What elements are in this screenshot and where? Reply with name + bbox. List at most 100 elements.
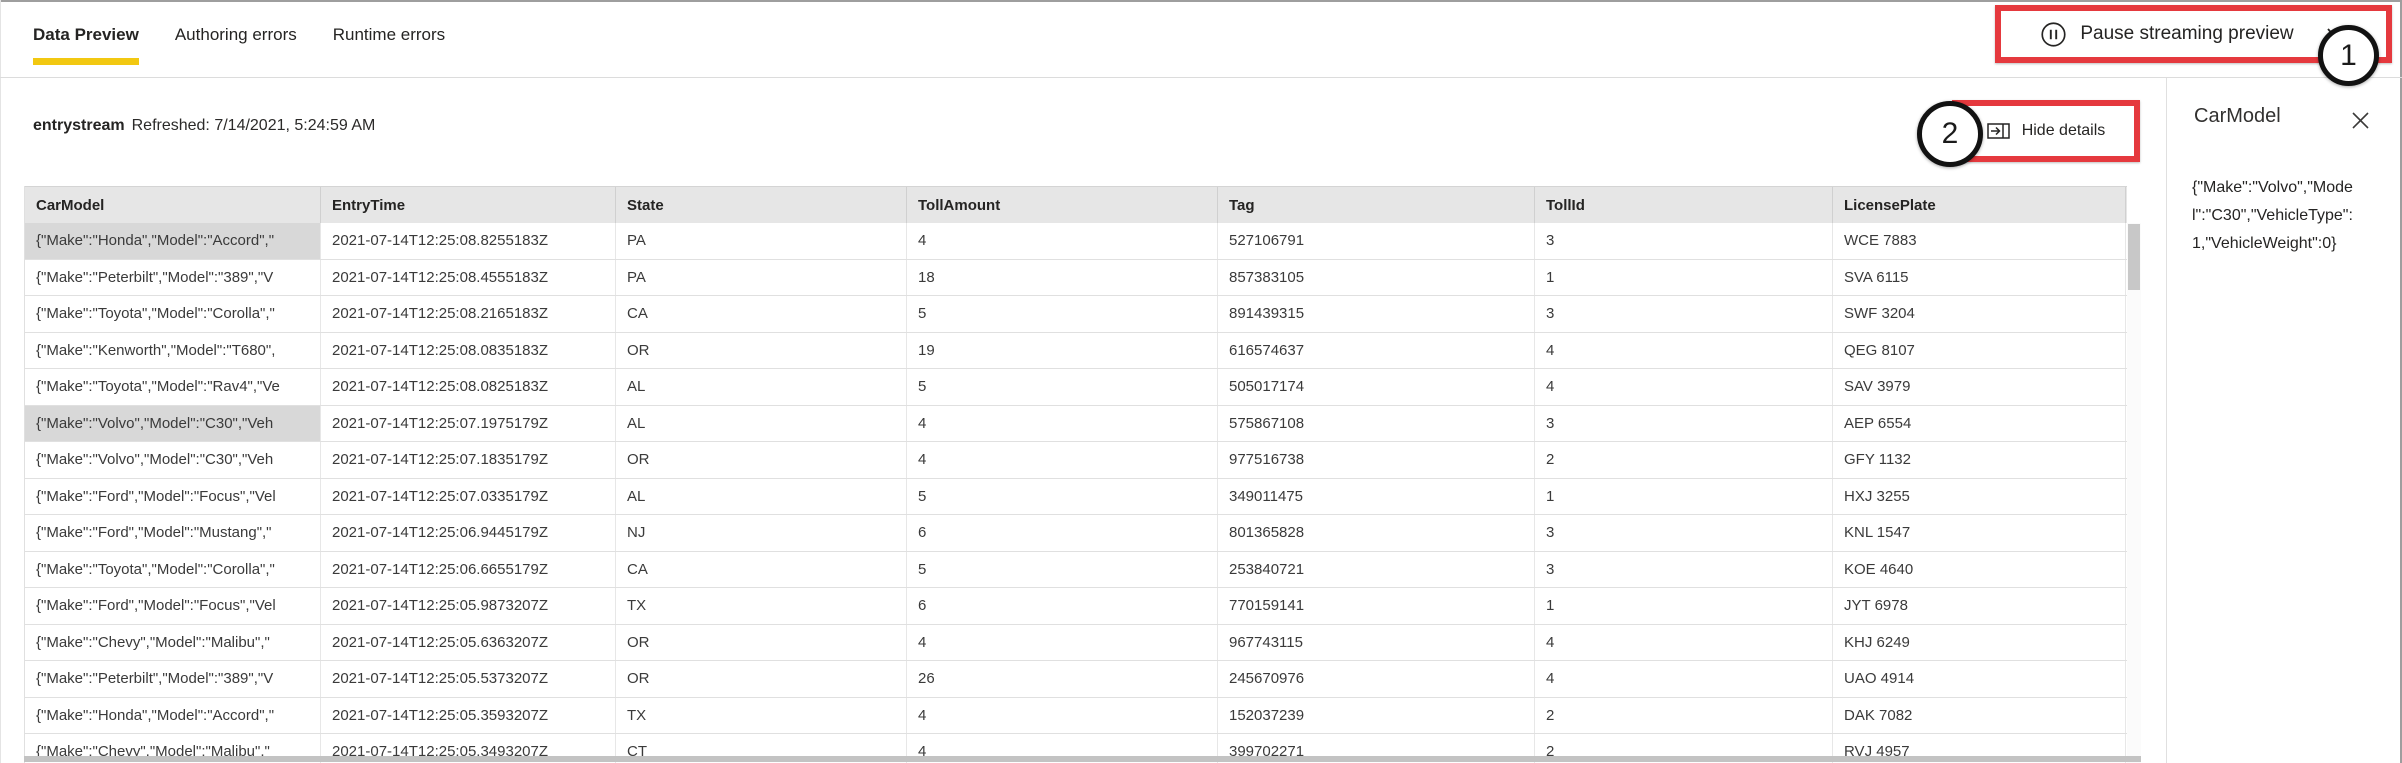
table-cell[interactable]: AEP 6554 [1833, 405, 2126, 441]
table-cell[interactable]: 616574637 [1218, 332, 1535, 368]
table-cell[interactable]: JYT 6978 [1833, 588, 2126, 624]
table-cell[interactable]: SAV 3979 [1833, 369, 2126, 405]
table-cell[interactable]: 1 [1535, 588, 1833, 624]
table-cell[interactable]: AL [616, 369, 907, 405]
table-cell[interactable]: {"Make":"Honda","Model":"Accord"," [25, 697, 321, 733]
table-cell[interactable]: KOE 4640 [1833, 551, 2126, 587]
table-cell[interactable]: 4 [907, 442, 1218, 478]
vertical-scrollbar-track[interactable] [2127, 223, 2141, 763]
table-cell[interactable]: 2 [1535, 734, 1833, 763]
table-row[interactable]: {"Make":"Peterbilt","Model":"389","V 2021… [25, 661, 2127, 698]
table-cell[interactable]: OR [616, 442, 907, 478]
table-cell[interactable]: 4 [907, 405, 1218, 441]
table-cell[interactable]: 4 [1535, 332, 1833, 368]
table-cell[interactable]: TX [616, 697, 907, 733]
table-row[interactable]: {"Make":"Volvo","Model":"C30","Veh 2021-0… [25, 442, 2127, 479]
table-row[interactable]: {"Make":"Ford","Model":"Focus","Vel 2021-… [25, 588, 2127, 625]
table-cell[interactable]: 4 [907, 624, 1218, 660]
table-cell[interactable]: KHJ 6249 [1833, 624, 2126, 660]
table-cell[interactable]: {"Make":"Honda","Model":"Accord"," [25, 223, 321, 259]
table-cell[interactable]: {"Make":"Toyota","Model":"Rav4","Ve [25, 369, 321, 405]
table-cell[interactable]: 5 [907, 369, 1218, 405]
table-cell[interactable]: 2021-07-14T12:25:05.9873207Z [321, 588, 616, 624]
table-cell[interactable]: 26 [907, 661, 1218, 697]
table-cell[interactable]: 4 [907, 734, 1218, 763]
table-cell[interactable]: {"Make":"Toyota","Model":"Corolla"," [25, 296, 321, 332]
table-cell[interactable]: 2021-07-14T12:25:08.0825183Z [321, 369, 616, 405]
table-cell[interactable]: 3 [1535, 223, 1833, 259]
table-cell[interactable]: PA [616, 259, 907, 295]
table-cell[interactable]: 2021-07-14T12:25:08.2165183Z [321, 296, 616, 332]
table-cell[interactable]: 4 [1535, 661, 1833, 697]
table-cell[interactable]: SVA 6115 [1833, 259, 2126, 295]
table-cell[interactable]: 1 [1535, 478, 1833, 514]
table-cell[interactable]: {"Make":"Peterbilt","Model":"389","V [25, 259, 321, 295]
table-row[interactable]: {"Make":"Chevy","Model":"Malibu"," 2021-0… [25, 624, 2127, 661]
table-cell[interactable]: 2021-07-14T12:25:05.6363207Z [321, 624, 616, 660]
table-cell[interactable]: 2021-07-14T12:25:06.6655179Z [321, 551, 616, 587]
table-cell[interactable]: 3 [1535, 296, 1833, 332]
table-cell[interactable]: 18 [907, 259, 1218, 295]
table-cell[interactable]: 4 [907, 697, 1218, 733]
table-cell[interactable]: 857383105 [1218, 259, 1535, 295]
table-cell[interactable]: 152037239 [1218, 697, 1535, 733]
table-row[interactable]: {"Make":"Honda","Model":"Accord"," 2021-0… [25, 223, 2127, 260]
column-header-tollid[interactable]: TollId [1535, 187, 1833, 223]
table-row[interactable]: {"Make":"Ford","Model":"Mustang"," 2021-0… [25, 515, 2127, 552]
table-row[interactable]: {"Make":"Ford","Model":"Focus","Vel 2021-… [25, 478, 2127, 515]
table-cell[interactable]: PA [616, 223, 907, 259]
column-header-state[interactable]: State [616, 187, 907, 223]
table-cell[interactable]: DAK 7082 [1833, 697, 2126, 733]
table-cell[interactable]: 770159141 [1218, 588, 1535, 624]
table-cell[interactable]: 245670976 [1218, 661, 1535, 697]
table-row[interactable]: {"Make":"Toyota","Model":"Corolla"," 2021… [25, 551, 2127, 588]
table-cell[interactable]: 2021-07-14T12:25:05.3593207Z [321, 697, 616, 733]
table-row[interactable]: {"Make":"Honda","Model":"Accord"," 2021-0… [25, 697, 2127, 734]
table-cell[interactable]: QEG 8107 [1833, 332, 2126, 368]
table-cell[interactable]: 977516738 [1218, 442, 1535, 478]
column-header-tollamount[interactable]: TollAmount [907, 187, 1218, 223]
table-cell[interactable]: {"Make":"Ford","Model":"Mustang"," [25, 515, 321, 551]
table-cell[interactable]: HXJ 3255 [1833, 478, 2126, 514]
table-cell[interactable]: AL [616, 478, 907, 514]
table-cell[interactable]: 2021-07-14T12:25:08.8255183Z [321, 223, 616, 259]
table-cell[interactable]: 2021-07-14T12:25:07.1835179Z [321, 442, 616, 478]
table-cell[interactable]: 3 [1535, 405, 1833, 441]
table-cell[interactable]: SWF 3204 [1833, 296, 2126, 332]
table-cell[interactable]: {"Make":"Chevy","Model":"Malibu"," [25, 624, 321, 660]
table-cell[interactable]: 2021-07-14T12:25:07.1975179Z [321, 405, 616, 441]
table-cell[interactable]: WCE 7883 [1833, 223, 2126, 259]
table-cell[interactable]: 4 [907, 223, 1218, 259]
table-cell[interactable]: GFY 1132 [1833, 442, 2126, 478]
table-cell[interactable]: 575867108 [1218, 405, 1535, 441]
table-cell[interactable]: 4 [1535, 369, 1833, 405]
table-cell[interactable]: 5 [907, 478, 1218, 514]
tab-runtime-errors[interactable]: Runtime errors [332, 25, 446, 44]
table-cell[interactable]: 967743115 [1218, 624, 1535, 660]
table-cell[interactable]: 801365828 [1218, 515, 1535, 551]
table-cell[interactable]: {"Make":"Toyota","Model":"Corolla"," [25, 551, 321, 587]
table-cell[interactable]: UAO 4914 [1833, 661, 2126, 697]
table-cell[interactable]: 3 [1535, 551, 1833, 587]
table-cell[interactable]: {"Make":"Ford","Model":"Focus","Vel [25, 588, 321, 624]
table-cell[interactable]: 2021-07-14T12:25:08.0835183Z [321, 332, 616, 368]
table-cell[interactable]: {"Make":"Volvo","Model":"C30","Veh [25, 442, 321, 478]
table-cell[interactable]: 527106791 [1218, 223, 1535, 259]
table-cell[interactable]: {"Make":"Ford","Model":"Focus","Vel [25, 478, 321, 514]
table-row[interactable]: {"Make":"Kenworth","Model":"T680", 2021-0… [25, 332, 2127, 369]
table-cell[interactable]: 2021-07-14T12:25:07.0335179Z [321, 478, 616, 514]
table-cell[interactable]: 5 [907, 551, 1218, 587]
column-header-tag[interactable]: Tag [1218, 187, 1535, 223]
table-cell[interactable]: 5 [907, 296, 1218, 332]
table-cell[interactable]: OR [616, 624, 907, 660]
table-cell[interactable]: 2021-07-14T12:25:05.5373207Z [321, 661, 616, 697]
table-cell[interactable]: OR [616, 332, 907, 368]
table-cell[interactable]: 1 [1535, 259, 1833, 295]
table-cell[interactable]: 2021-07-14T12:25:08.4555183Z [321, 259, 616, 295]
table-cell[interactable]: AL [616, 405, 907, 441]
table-cell[interactable]: CA [616, 296, 907, 332]
table-row[interactable]: {"Make":"Toyota","Model":"Rav4","Ve 2021-… [25, 369, 2127, 406]
table-cell[interactable]: 6 [907, 515, 1218, 551]
column-header-carmodel[interactable]: CarModel [25, 187, 321, 223]
table-cell[interactable]: 891439315 [1218, 296, 1535, 332]
